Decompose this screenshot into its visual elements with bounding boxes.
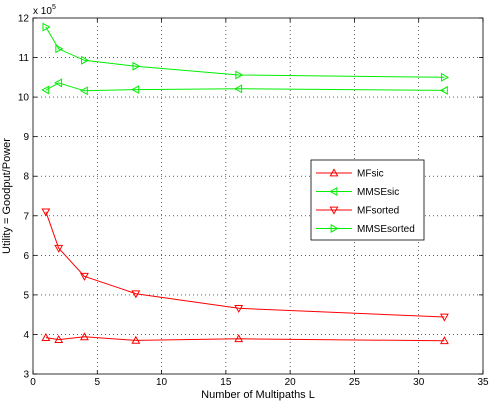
data-point-mmsesic <box>234 84 243 94</box>
y-tick-label: 7 <box>23 211 29 222</box>
y-tick-label: 11 <box>19 53 30 64</box>
series-group <box>41 22 450 345</box>
data-point-mfsorted <box>439 313 449 322</box>
legend-marker-mfsorted <box>329 206 339 215</box>
series-line-mfsorted <box>45 211 445 318</box>
data-point-mmsesorted <box>42 22 51 32</box>
legend-label-mfsic: MFsic <box>357 169 384 180</box>
data-point-mfsic <box>54 334 64 343</box>
data-point-mfsic <box>79 332 89 341</box>
plot-frame <box>32 17 484 375</box>
x-axis-ticks: 0 5 10 15 20 25 30 35 <box>30 18 489 388</box>
legend-label-mfsorted: MFsorted <box>357 206 399 217</box>
data-point-mmsesic <box>439 85 448 95</box>
x-tick-label: 35 <box>477 377 489 388</box>
grid-lines <box>33 18 483 374</box>
data-point-mmsesorted <box>235 70 244 80</box>
x-tick-label: 5 <box>95 377 101 388</box>
y-tick-label: 8 <box>23 172 29 183</box>
x-tick-label: 10 <box>156 377 168 388</box>
x-tick-label: 30 <box>413 377 425 388</box>
y-tick-label: 5 <box>23 290 29 301</box>
data-point-mmsesorted <box>81 55 90 65</box>
legend-marker-mmsesorted <box>330 224 339 233</box>
data-point-mmsesic <box>41 85 50 95</box>
data-point-mmsesic <box>79 86 88 96</box>
series-mfsorted <box>41 208 449 322</box>
data-point-mfsorted <box>54 244 64 253</box>
y-tick-label: 12 <box>18 14 30 25</box>
y-tick-label: 9 <box>23 132 29 143</box>
y-tick-label: 6 <box>23 251 29 262</box>
legend-marker-mfsic <box>329 168 339 177</box>
legend-label-mmsesic: MMSEsic <box>357 187 399 198</box>
data-point-mfsorted <box>234 304 244 313</box>
y-tick-label: 4 <box>23 330 29 341</box>
legend-label-mmsesorted: MMSEsorted <box>357 224 415 235</box>
y-multiplier-exponent: 5 <box>52 4 56 11</box>
x-tick-label: 15 <box>220 377 232 388</box>
series-mmsesorted <box>42 22 450 82</box>
x-axis-label: Number of Multipaths L <box>201 389 315 401</box>
y-tick-label: 10 <box>18 93 30 104</box>
data-point-mfsorted <box>41 208 51 217</box>
data-point-mfsic <box>439 336 449 345</box>
legend: MFsic MMSEsic MFsorted MMSEsorted <box>310 159 425 241</box>
data-point-mfsic <box>41 332 51 341</box>
y-axis-ticks: 3 4 5 6 7 8 9 10 11 12 <box>18 14 483 381</box>
data-point-mfsic <box>131 335 141 344</box>
data-point-mmsesorted <box>132 61 141 71</box>
series-mmsesic <box>41 78 448 96</box>
data-point-mmsesorted <box>441 72 450 82</box>
data-point-mfsorted <box>79 272 89 281</box>
data-point-mmsesic <box>54 78 63 88</box>
x-tick-label: 20 <box>285 377 297 388</box>
x-tick-label: 0 <box>30 377 36 388</box>
y-axis-label: Utility = Goodput/Power <box>1 138 13 254</box>
y-multiplier-label: x 10 <box>33 6 52 17</box>
data-point-mfsorted <box>131 290 141 299</box>
legend-marker-mmsesic <box>329 187 338 196</box>
data-point-mmsesorted <box>55 44 64 54</box>
series-mfsic <box>41 332 449 345</box>
y-tick-label: 3 <box>23 370 29 381</box>
data-point-mfsic <box>234 334 244 343</box>
data-point-mmsesic <box>131 85 140 95</box>
x-tick-label: 25 <box>349 377 361 388</box>
